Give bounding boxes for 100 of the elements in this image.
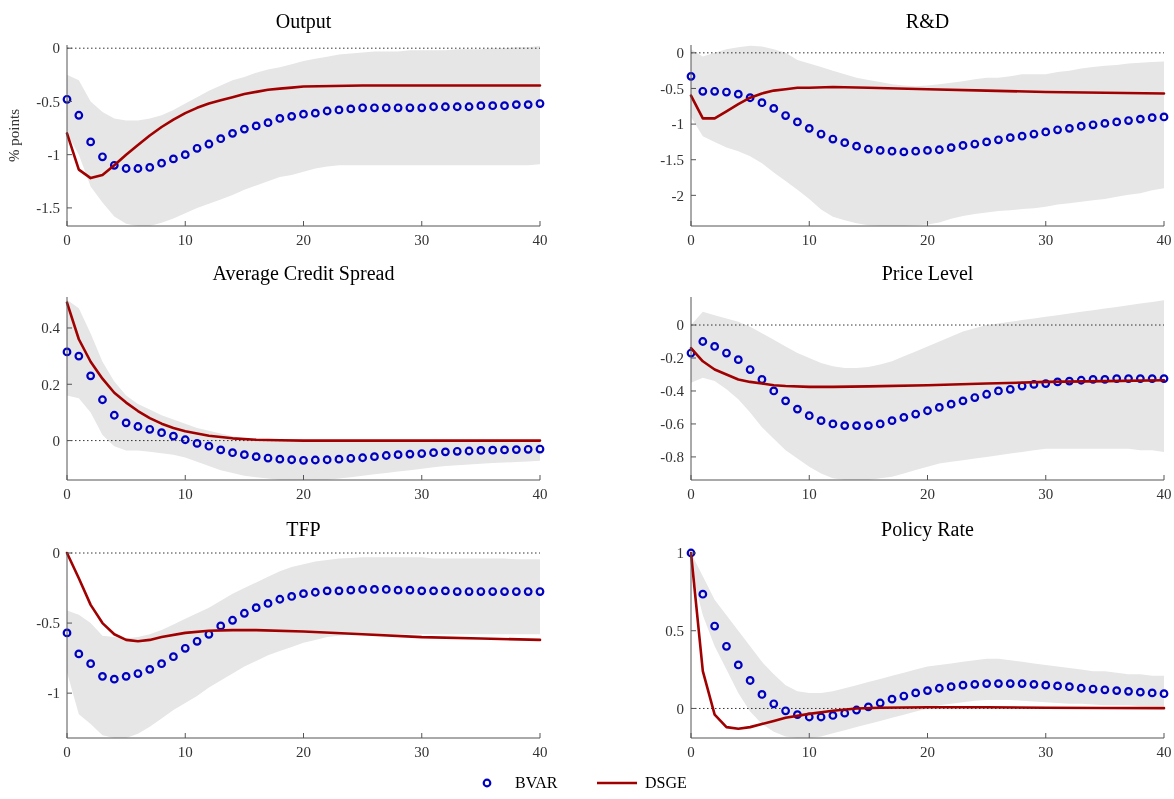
y-tick-label: -0.5 — [36, 615, 60, 632]
point — [441, 447, 450, 457]
y-tick-label: -0.6 — [660, 416, 685, 433]
point — [133, 669, 143, 678]
point — [322, 586, 332, 596]
x-tick-label: 0 — [687, 744, 695, 760]
chart-title: Output — [275, 10, 332, 33]
point — [863, 421, 873, 430]
x-tick-label: 20 — [296, 744, 311, 760]
point — [698, 86, 708, 96]
point — [852, 421, 861, 430]
chart-title: TFP — [286, 518, 321, 540]
y-tick-label: 0 — [52, 545, 60, 562]
point — [781, 706, 790, 716]
point — [476, 587, 486, 596]
point — [946, 143, 956, 153]
point — [476, 446, 486, 455]
point — [722, 641, 731, 651]
y-tick-label: 0.4 — [41, 320, 61, 337]
point — [946, 682, 956, 692]
point — [488, 101, 498, 111]
point — [1100, 375, 1110, 384]
point — [393, 450, 403, 460]
point — [346, 104, 356, 114]
point — [911, 409, 921, 419]
x-tick-label: 10 — [177, 744, 193, 760]
point — [275, 454, 285, 464]
point — [121, 164, 131, 173]
point — [686, 348, 696, 358]
point — [452, 102, 462, 112]
point — [109, 674, 119, 684]
x-tick-label: 40 — [532, 486, 548, 502]
point — [346, 453, 356, 463]
point — [769, 104, 779, 113]
point — [804, 411, 814, 421]
point — [722, 87, 731, 97]
point — [417, 449, 427, 458]
point — [263, 118, 273, 128]
point — [757, 690, 767, 699]
point — [840, 138, 850, 148]
x-tick-label: 0 — [63, 486, 71, 502]
point — [1029, 679, 1039, 689]
point — [299, 589, 308, 599]
point — [769, 386, 779, 396]
point — [1017, 679, 1027, 688]
point — [1065, 376, 1074, 386]
point — [370, 103, 379, 113]
point — [523, 100, 533, 110]
point — [157, 428, 166, 438]
point — [840, 421, 850, 430]
y-tick-label: -0.5 — [36, 93, 60, 110]
point — [970, 139, 980, 149]
point — [145, 664, 155, 674]
point — [923, 146, 932, 155]
point — [310, 108, 320, 118]
point — [452, 587, 462, 596]
point — [722, 348, 731, 358]
point — [710, 86, 720, 96]
point — [109, 160, 119, 170]
point — [934, 403, 944, 412]
point — [958, 396, 968, 406]
point — [239, 124, 249, 134]
x-tick-label: 20 — [296, 232, 311, 248]
point — [1124, 686, 1133, 696]
point — [1112, 117, 1122, 127]
point — [923, 406, 932, 416]
point — [263, 453, 273, 463]
point — [1017, 381, 1027, 391]
point — [1005, 133, 1015, 143]
point — [405, 449, 415, 459]
point — [180, 150, 190, 160]
point — [994, 135, 1003, 145]
point — [863, 144, 873, 154]
point — [109, 410, 119, 420]
point — [169, 154, 178, 164]
point — [62, 628, 72, 638]
line-series — [689, 85, 1166, 120]
point — [511, 587, 521, 596]
line-series — [65, 84, 542, 180]
point — [1053, 125, 1062, 135]
point — [299, 455, 308, 465]
point — [1041, 379, 1051, 388]
point — [239, 450, 249, 460]
point — [204, 441, 214, 451]
point — [346, 585, 356, 595]
point — [216, 134, 226, 144]
point — [228, 128, 237, 138]
point — [334, 454, 344, 464]
point — [875, 419, 885, 429]
point — [511, 445, 521, 454]
point — [488, 445, 498, 455]
point — [441, 586, 450, 596]
point — [417, 586, 427, 596]
point — [1065, 682, 1074, 692]
point — [863, 702, 873, 712]
point — [840, 708, 850, 718]
point — [523, 587, 533, 596]
point — [1135, 687, 1145, 697]
point — [1053, 681, 1062, 691]
point — [899, 147, 909, 157]
